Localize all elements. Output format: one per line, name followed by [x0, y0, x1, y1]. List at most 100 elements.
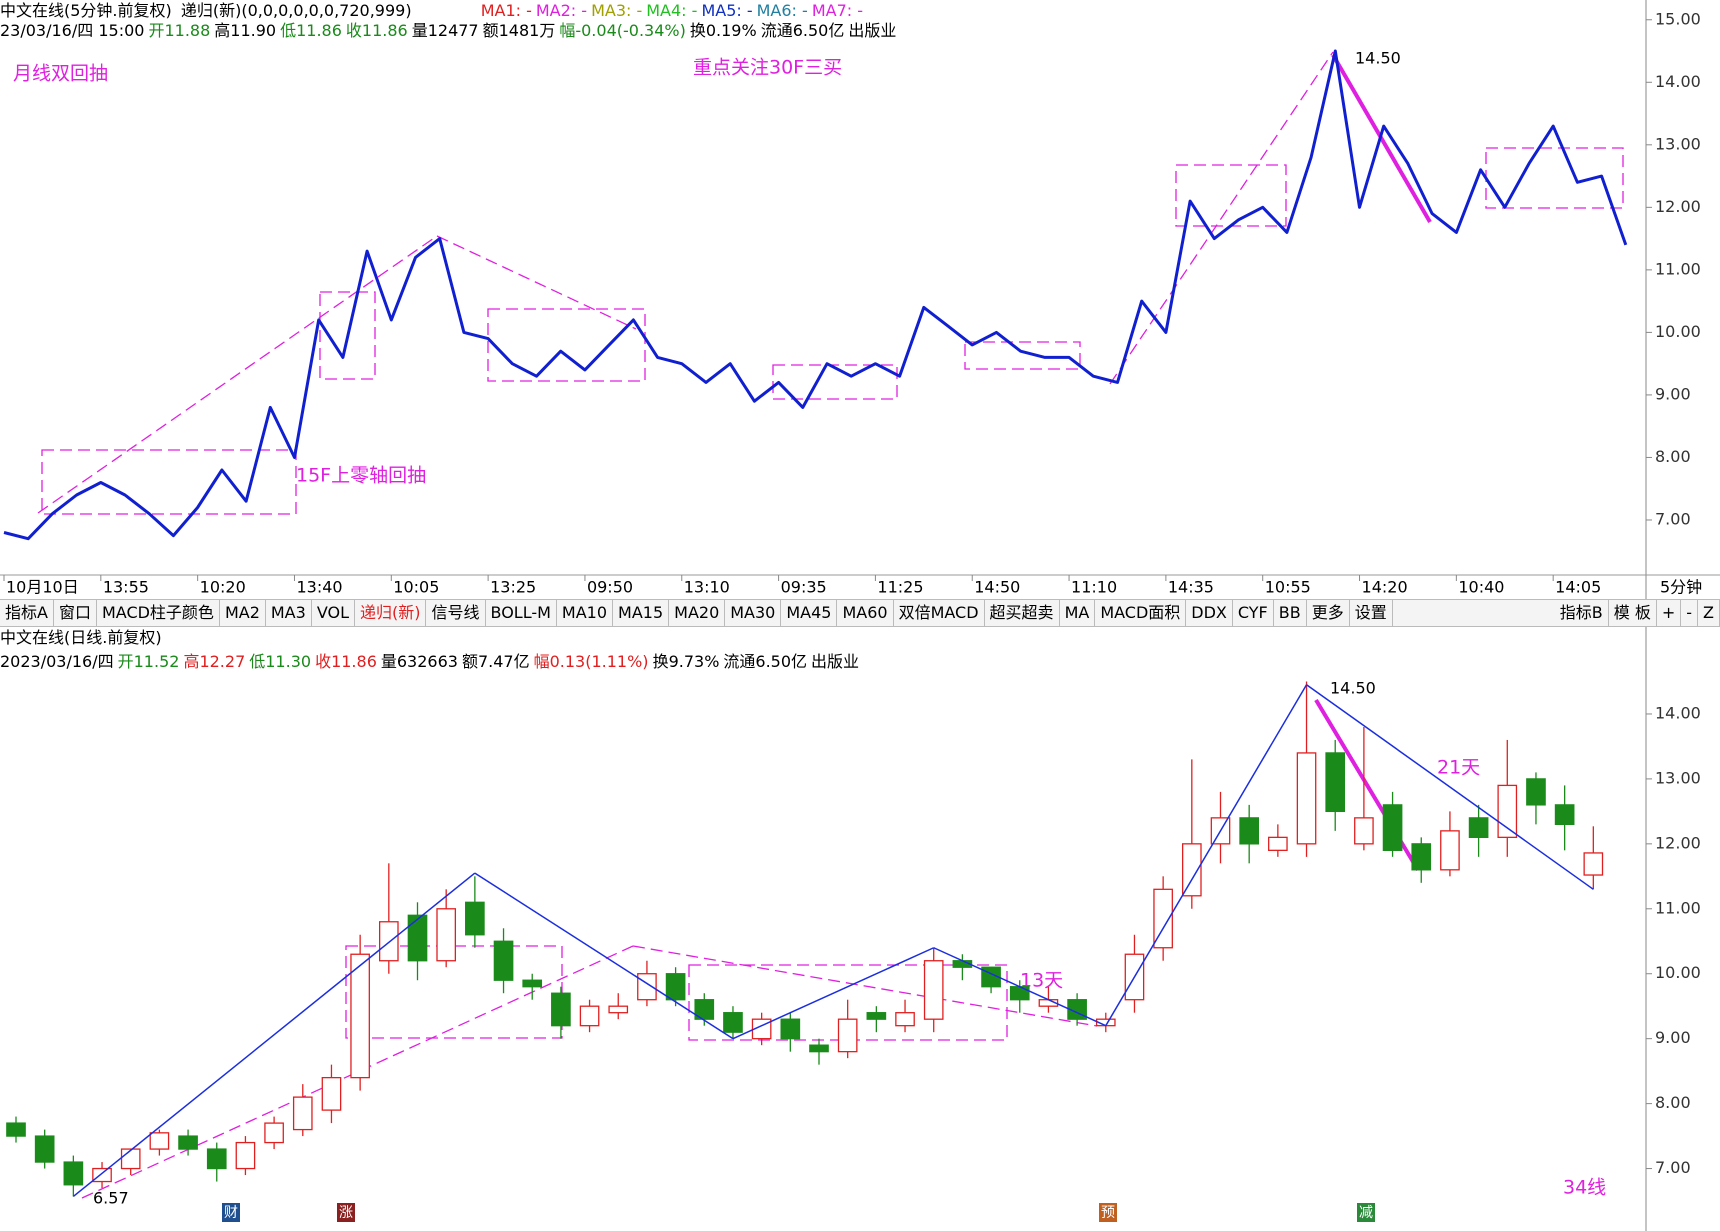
zigzag-segment: [1306, 684, 1594, 890]
zigzag-segment: [933, 947, 1107, 1027]
tool-button[interactable]: +: [1657, 600, 1682, 626]
candle-body: [206, 1148, 227, 1170]
y-tick-label: 9.00: [1655, 384, 1691, 403]
candle-body: [1296, 752, 1317, 845]
candle-body: [1354, 817, 1374, 845]
tab[interactable]: MACD面积: [1095, 600, 1187, 626]
price-line: [3, 49, 1628, 541]
tab[interactable]: 双倍MACD: [894, 600, 985, 626]
x-tick-label: 14:50: [974, 578, 1020, 597]
info-item: 开11.52: [117, 652, 180, 671]
candle-body: [34, 1135, 55, 1163]
x-tick-label: 13:25: [490, 578, 536, 597]
tab[interactable]: MA3: [266, 600, 312, 626]
event: 减: [1359, 1205, 1373, 1221]
y-tick-label: 10.00: [1655, 322, 1701, 341]
tab[interactable]: 窗口: [54, 600, 97, 626]
tab[interactable]: MA2: [220, 600, 266, 626]
info-item: 量632663: [380, 652, 458, 671]
tab[interactable]: 更多: [1307, 600, 1350, 626]
info-item: 收11.86: [315, 652, 377, 671]
candle-body: [436, 908, 457, 962]
candle-body: [608, 1005, 629, 1014]
annotation: 14.50: [1355, 49, 1401, 68]
tab[interactable]: MA: [1060, 600, 1096, 626]
tab[interactable]: BOLL-M: [486, 600, 557, 626]
candle-body: [1440, 830, 1460, 871]
candle-body: [1153, 888, 1173, 949]
tab[interactable]: MA30: [725, 600, 782, 626]
indicator: 递归(新)(0,0,0,0,0,0,720,999): [180, 1, 412, 20]
x-tick-label: 09:35: [781, 578, 827, 597]
info-item: 开11.88: [148, 21, 211, 40]
tool-button[interactable]: Z: [1698, 600, 1720, 626]
x-tick-label: 10:20: [200, 578, 246, 597]
tab[interactable]: 信号线: [426, 600, 486, 626]
candle-body: [866, 1012, 887, 1020]
info-item: 幅0.13(1.11%): [533, 652, 649, 671]
candle-body: [923, 960, 944, 1020]
candle-body: [1526, 778, 1546, 806]
tab[interactable]: MACD柱子颜色: [97, 600, 220, 626]
header-bottom: 中文在线(日线.前复权): [0, 628, 166, 648]
period-label: 5分钟: [1660, 578, 1702, 597]
info-item: 换0.19%: [689, 21, 757, 40]
tab[interactable]: 递归(新): [355, 600, 427, 626]
candle-body: [1382, 804, 1403, 851]
tab[interactable]: 超买超卖: [985, 600, 1060, 626]
x-tick-label: 11:25: [877, 578, 923, 597]
x-tick-label: 14:05: [1555, 578, 1601, 597]
x-tick-label: 10:40: [1458, 578, 1504, 597]
candle-body: [1554, 804, 1575, 826]
candle-body: [694, 999, 715, 1020]
y-tick-label: 11.00: [1655, 898, 1701, 917]
tab[interactable]: MA60: [837, 600, 894, 626]
x-tick-label: 13:55: [103, 578, 149, 597]
candle-body: [1009, 986, 1030, 1001]
zigzag-segment: [732, 947, 935, 1040]
info-item: 高12.27: [183, 652, 246, 671]
info-item: 2023/03/16/四: [0, 652, 114, 671]
x-tick-label: 11:10: [1071, 578, 1117, 597]
ma-item: MA4: -: [646, 1, 698, 20]
info-item: 23/03/16/四 15:00: [0, 21, 145, 40]
annotation: 14.50: [1330, 679, 1376, 698]
y-tick-label: 12.00: [1655, 197, 1701, 216]
tool-button[interactable]: -: [1681, 600, 1699, 626]
annotation: 月线双回抽: [13, 63, 108, 85]
candle-body: [92, 1167, 112, 1183]
y-tick-label: 13.00: [1655, 134, 1701, 153]
tab[interactable]: CYF: [1233, 600, 1274, 626]
y-tick-label: 10.00: [1655, 963, 1701, 982]
ma-item: MA2: -: [535, 1, 588, 20]
event: 涨: [339, 1205, 353, 1221]
info-bottom: 2023/03/16/四 开11.52 高12.27 低11.30 收11.86 量632…: [0, 652, 863, 672]
y-tick-label: 14.00: [1655, 703, 1701, 722]
candle-body: [809, 1044, 829, 1053]
x-tick-label: 10:05: [393, 578, 439, 597]
ma-item: MA1: -: [480, 1, 532, 20]
y-tick-label: 14.00: [1655, 72, 1701, 91]
x-tick-label: 10月10日: [6, 578, 79, 597]
info-item: 高11.90: [214, 21, 277, 40]
tab[interactable]: MA15: [613, 600, 670, 626]
y-tick-label: 8.00: [1655, 1093, 1691, 1112]
tab[interactable]: MA20: [669, 600, 726, 626]
candle-body: [665, 973, 686, 1001]
tab[interactable]: DDX: [1186, 600, 1233, 626]
guides: [37, 51, 1624, 1199]
tab[interactable]: BB: [1274, 600, 1307, 626]
y-tick-label: 7.00: [1655, 1158, 1691, 1177]
tab[interactable]: MA45: [781, 600, 838, 626]
annotation: 6.57: [93, 1189, 129, 1208]
tab[interactable]: 设置: [1350, 600, 1393, 626]
tool-button[interactable]: 模 板: [1609, 600, 1657, 626]
tab[interactable]: MA10: [557, 600, 614, 626]
tab[interactable]: VOL: [312, 600, 355, 626]
candle-body: [1239, 817, 1260, 845]
candle-body: [780, 1018, 801, 1040]
title: 中文在线(日线.前复权): [0, 628, 162, 647]
tool-button[interactable]: 指标B: [1555, 600, 1609, 626]
tab[interactable]: 指标A: [0, 600, 54, 626]
candle-body: [895, 1012, 915, 1027]
